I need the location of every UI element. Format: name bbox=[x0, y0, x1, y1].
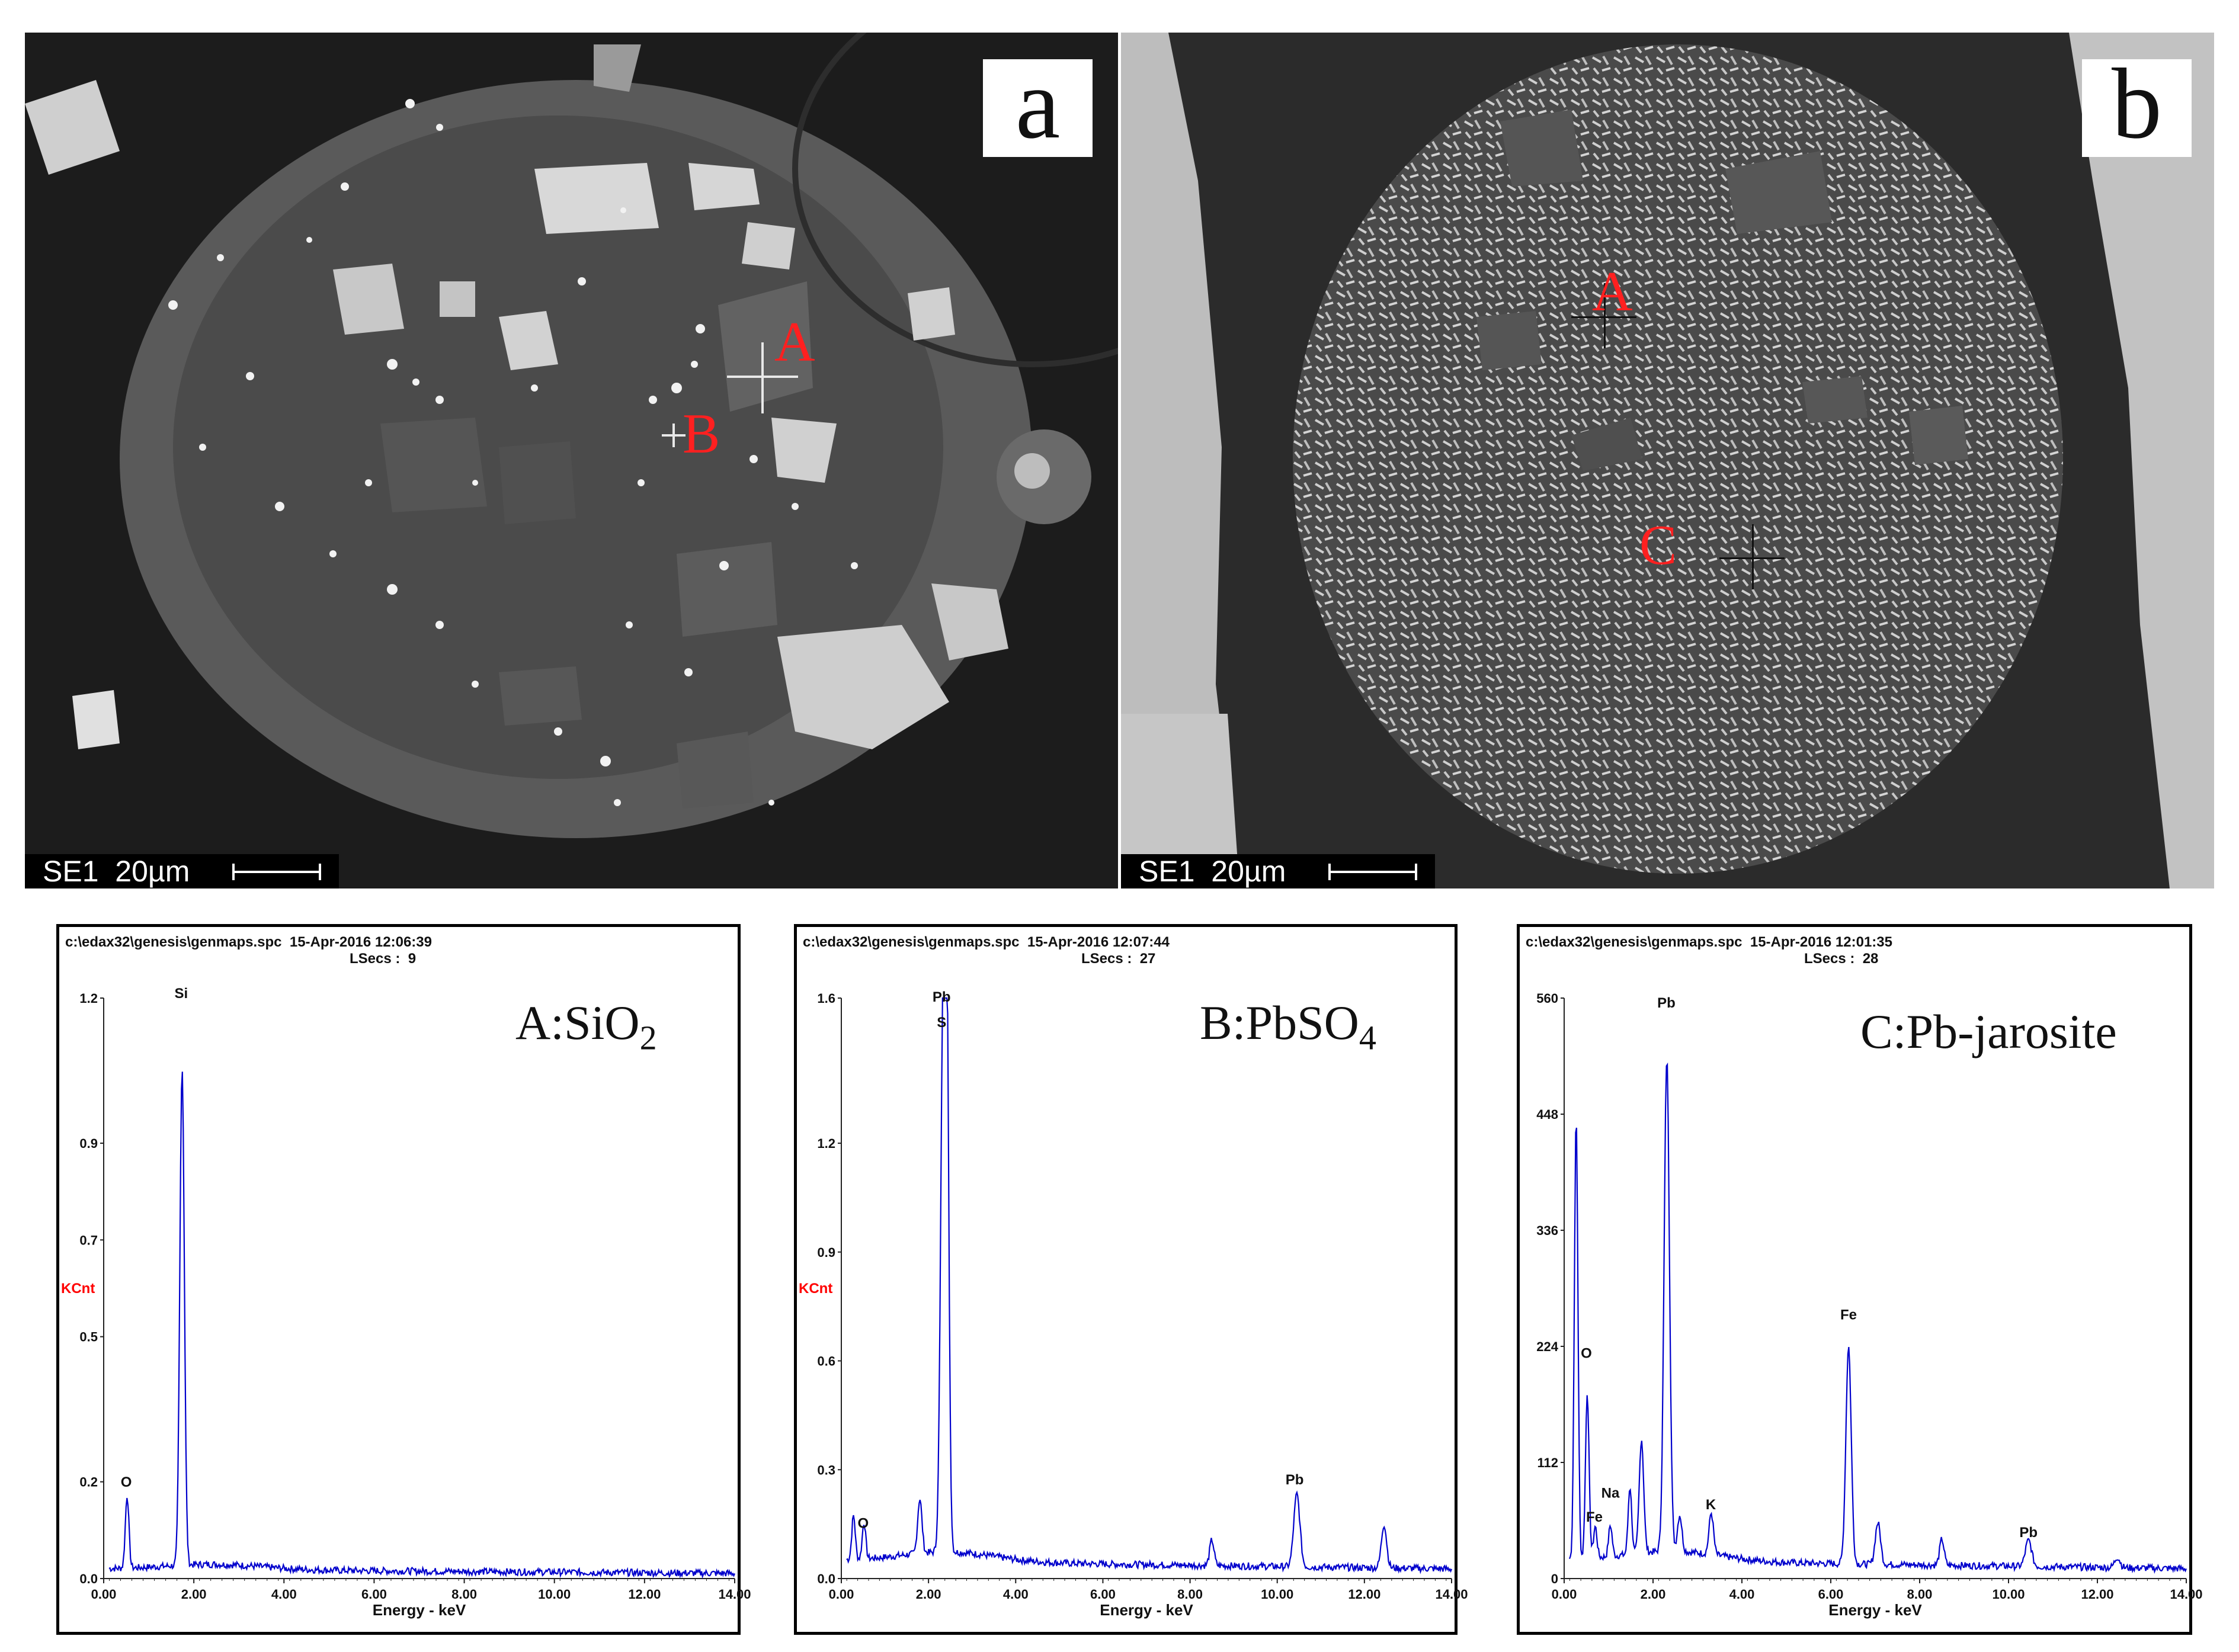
y-tick-label: 0.0 bbox=[79, 1571, 98, 1586]
peak-label: O bbox=[1581, 1345, 1592, 1361]
live-seconds: LSecs : 28 bbox=[1804, 951, 1879, 967]
marker-a-point-b: B bbox=[683, 402, 720, 465]
sem-image-a: A B a SE1 20µm bbox=[25, 33, 1118, 888]
marker-b-point-c: C bbox=[1639, 514, 1677, 576]
x-tick-label: 4.00 bbox=[1003, 1587, 1029, 1602]
panel-label-b: b bbox=[2082, 53, 2192, 157]
x-tick-label: 10.00 bbox=[1992, 1587, 2025, 1602]
scale-bar-b: SE1 20µm bbox=[1121, 854, 1435, 888]
scale-bar-line bbox=[232, 864, 321, 880]
x-tick-label: 12.00 bbox=[2081, 1587, 2113, 1602]
y-axis-label: KCnt bbox=[799, 1281, 832, 1297]
phase-label: C:Pb-jarosite bbox=[1860, 1005, 2117, 1058]
x-tick-label: 14.00 bbox=[2170, 1587, 2202, 1602]
scale-bar-label: SE1 20µm bbox=[43, 855, 190, 888]
y-tick-label: 0.9 bbox=[79, 1136, 98, 1151]
y-tick-label: 0.9 bbox=[817, 1245, 835, 1260]
x-axis-label: Energy - keV bbox=[373, 1601, 466, 1619]
x-axis-label: Energy - keV bbox=[1828, 1601, 1922, 1619]
crosshair-c bbox=[1719, 524, 1785, 589]
eds-spectrum-b: c:\edax32\genesis\genmaps.spc 15-Apr-201… bbox=[794, 924, 1468, 1635]
spectrum-header: c:\edax32\genesis\genmaps.spc 15-Apr-201… bbox=[1526, 934, 1892, 950]
x-tick-label: 2.00 bbox=[916, 1587, 941, 1602]
panel-label-a: a bbox=[983, 53, 1093, 157]
x-tick-label: 6.00 bbox=[1818, 1587, 1844, 1602]
eds-spectrum-c: c:\edax32\genesis\genmaps.spc 15-Apr-201… bbox=[1517, 924, 2203, 1635]
spectrum-plot: 0 112 224 336 448 560 0.00 2.00 4.00 6.00 8.00 10.0… bbox=[1536, 991, 2202, 1619]
y-tick-label: 0.6 bbox=[817, 1354, 835, 1369]
sem-image-b: A C b SE1 20µm bbox=[1121, 33, 2214, 888]
x-tick-label: 4.00 bbox=[271, 1587, 297, 1602]
x-tick-label: 0.00 bbox=[1552, 1587, 1577, 1602]
peak-label: K bbox=[1706, 1497, 1716, 1513]
crosshair-b bbox=[662, 424, 686, 447]
y-tick-label: 0.0 bbox=[817, 1571, 835, 1586]
y-tick-label: 0.7 bbox=[79, 1233, 98, 1247]
phase-label: B:PbSO4 bbox=[1200, 996, 1376, 1057]
x-tick-label: 6.00 bbox=[361, 1587, 387, 1602]
x-tick-label: 0.00 bbox=[829, 1587, 854, 1602]
y-tick-label: 1.2 bbox=[817, 1136, 835, 1151]
y-tick-label: 224 bbox=[1536, 1339, 1558, 1354]
x-tick-label: 2.00 bbox=[1641, 1587, 1666, 1602]
spectrum-line bbox=[108, 1072, 736, 1579]
eds-spectrum-a: c:\edax32\genesis\genmaps.spc 15-Apr-201… bbox=[56, 924, 751, 1635]
y-axis-label: KCnt bbox=[61, 1281, 95, 1297]
phase-label: A:SiO2 bbox=[515, 996, 657, 1057]
peak-label: Fe bbox=[1586, 1509, 1603, 1525]
peak-label: Na bbox=[1601, 1486, 1620, 1502]
y-tick-label: 1.2 bbox=[79, 991, 98, 1006]
sem-texture-b bbox=[1121, 33, 2214, 888]
spectrum-line bbox=[1568, 1062, 2187, 1574]
spectrum-header: c:\edax32\genesis\genmaps.spc 15-Apr-201… bbox=[65, 934, 432, 950]
spectrum-line bbox=[846, 997, 1453, 1574]
peak-label: Pb bbox=[1286, 1472, 1304, 1488]
live-seconds: LSecs : 27 bbox=[1081, 951, 1156, 967]
x-tick-label: 12.00 bbox=[1348, 1587, 1380, 1602]
x-tick-label: 2.00 bbox=[181, 1587, 207, 1602]
y-tick-label: 336 bbox=[1536, 1223, 1558, 1238]
x-tick-label: 6.00 bbox=[1090, 1587, 1116, 1602]
y-tick-label: 448 bbox=[1536, 1107, 1558, 1122]
spectrum-header: c:\edax32\genesis\genmaps.spc 15-Apr-201… bbox=[803, 934, 1170, 950]
y-tick-label: 0.5 bbox=[79, 1330, 98, 1345]
x-tick-label: 14.00 bbox=[1435, 1587, 1468, 1602]
x-axis-label: Energy - keV bbox=[1100, 1601, 1193, 1619]
x-tick-label: 8.00 bbox=[1177, 1587, 1203, 1602]
x-tick-label: 12.00 bbox=[628, 1587, 661, 1602]
x-tick-label: 4.00 bbox=[1729, 1587, 1755, 1602]
peak-label: Pb bbox=[1657, 995, 1676, 1011]
sem-texture-a bbox=[25, 33, 1118, 838]
x-tick-label: 10.00 bbox=[538, 1587, 571, 1602]
peak-label: S bbox=[937, 1015, 946, 1031]
y-tick-label: 0.2 bbox=[79, 1475, 98, 1490]
scale-bar-a: SE1 20µm bbox=[25, 854, 339, 888]
spectrum-plot: 0.0 0.3 0.6 0.9 1.2 1.6 0.00 2.00 4.00 6.00 8.00 10… bbox=[799, 989, 1468, 1619]
scale-bar-line bbox=[1328, 864, 1417, 880]
peak-label: Pb bbox=[2019, 1525, 2038, 1541]
y-tick-label: 0 bbox=[1551, 1571, 1558, 1586]
marker-a-point-a: A bbox=[774, 310, 815, 373]
x-tick-label: 14.00 bbox=[718, 1587, 751, 1602]
y-tick-label: 560 bbox=[1536, 991, 1558, 1006]
peak-label: Fe bbox=[1840, 1307, 1857, 1323]
y-tick-label: 1.6 bbox=[817, 991, 835, 1006]
x-tick-label: 0.00 bbox=[91, 1587, 117, 1602]
x-tick-label: 8.00 bbox=[1907, 1587, 1933, 1602]
crosshair-b-a bbox=[1571, 283, 1636, 348]
live-seconds: LSecs : 9 bbox=[350, 951, 417, 967]
peak-label: Pb bbox=[933, 989, 951, 1005]
scale-bar-label: SE1 20µm bbox=[1139, 855, 1286, 888]
peak-label: O bbox=[857, 1515, 869, 1531]
y-tick-label: 0.3 bbox=[817, 1462, 835, 1477]
marker-b-point-a: A bbox=[1592, 260, 1633, 323]
x-tick-label: 8.00 bbox=[451, 1587, 477, 1602]
peak-label: Si bbox=[174, 986, 188, 1002]
y-tick-label: 112 bbox=[1537, 1455, 1559, 1470]
crosshair-a bbox=[727, 342, 798, 413]
x-tick-label: 10.00 bbox=[1261, 1587, 1293, 1602]
spectrum-plot: 0.0 0.2 0.5 0.7 0.9 1.2 0.00 2.00 4.00 6.00 8.00 10… bbox=[61, 986, 751, 1619]
peak-label: O bbox=[121, 1474, 132, 1490]
